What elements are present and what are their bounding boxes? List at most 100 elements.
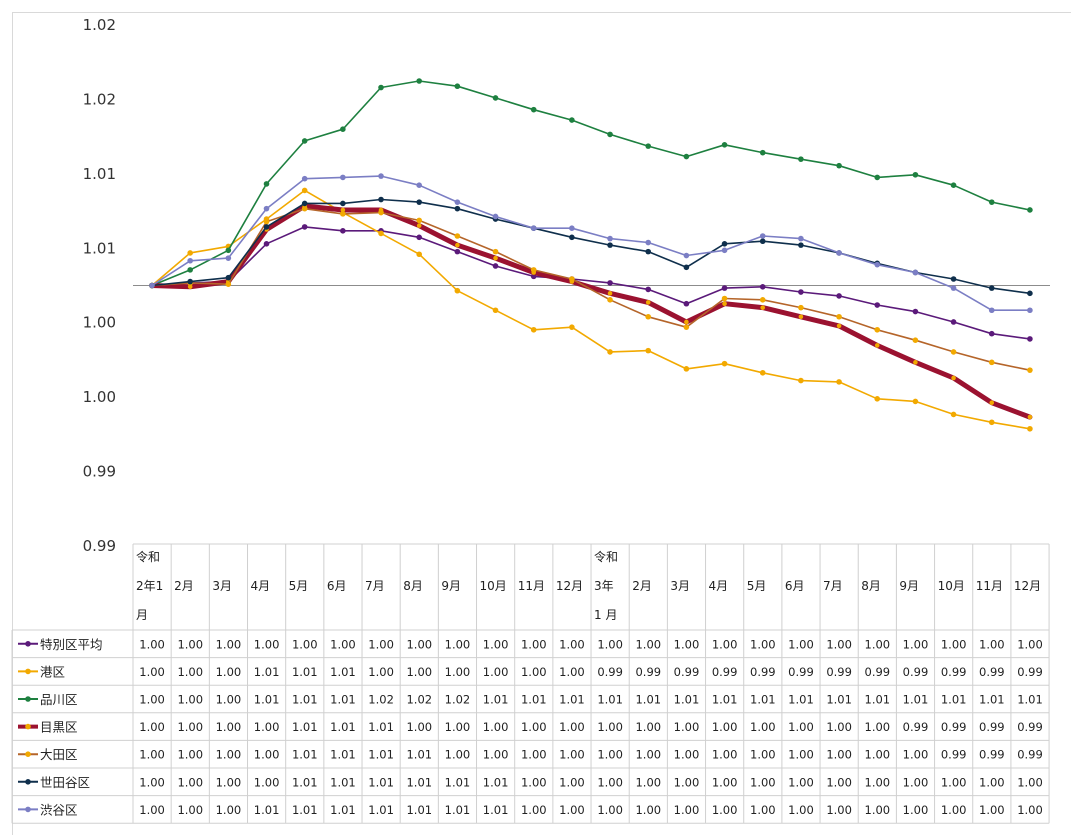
data-point (798, 156, 804, 162)
table-cell: 1.00 (788, 775, 814, 789)
y-tick-label: 0.99 (83, 537, 116, 555)
data-point (416, 199, 422, 205)
table-cell: 1.01 (483, 775, 509, 789)
legend-label: 港区 (40, 664, 65, 679)
data-point (988, 419, 995, 426)
table-cell: 1.00 (368, 637, 394, 651)
data-point (989, 400, 995, 406)
table-cell: 1.00 (483, 748, 509, 762)
table-cell: 1.00 (788, 720, 814, 734)
data-point (1027, 414, 1033, 420)
table-cell: 1.00 (674, 803, 700, 817)
data-point (721, 285, 728, 291)
table-cell: 1.00 (216, 693, 242, 707)
y-tick-label: 1.00 (83, 388, 116, 406)
table-cell: 1.00 (750, 775, 776, 789)
legend-label: 特別区平均 (40, 637, 103, 652)
data-point (1027, 307, 1033, 314)
data-point (988, 199, 995, 205)
data-point (1027, 425, 1033, 432)
data-point (798, 289, 804, 295)
table-cell: 1.00 (177, 748, 203, 762)
table-cell: 1.01 (635, 693, 661, 707)
table-cell: 0.99 (979, 665, 1005, 679)
data-point (225, 255, 232, 261)
table-cell: 1.00 (445, 720, 471, 734)
table-cell: 1.01 (559, 693, 585, 707)
table-cell: 1.01 (330, 748, 356, 762)
data-point (836, 379, 842, 385)
data-point (607, 235, 613, 242)
table-cell: 1.01 (941, 693, 967, 707)
data-point (1027, 207, 1033, 213)
table-cell: 1.01 (826, 693, 852, 707)
table-cell: 1.00 (406, 720, 432, 734)
data-point (416, 78, 422, 84)
y-tick-label: 1.00 (83, 314, 116, 332)
table-cell: 1.00 (521, 775, 547, 789)
table-cell: 1.01 (292, 748, 318, 762)
data-point (569, 276, 575, 282)
table-cell: 1.00 (177, 720, 203, 734)
data-point (454, 199, 461, 205)
table-cell: 0.99 (865, 665, 891, 679)
data-point (225, 281, 232, 287)
table-header-label: 11月 (518, 579, 545, 593)
data-point (1027, 336, 1033, 342)
y-tick-label: 1.02 (83, 90, 116, 108)
data-point (684, 319, 689, 325)
data-point (492, 95, 499, 101)
table-header-label: 2月 (632, 579, 652, 593)
legend-entry: 世田谷区 (18, 775, 90, 790)
data-point (187, 250, 193, 256)
data-point (759, 233, 766, 239)
data-point (912, 398, 919, 405)
table-cell: 1.00 (445, 665, 471, 679)
table-cell: 1.00 (635, 803, 661, 817)
table-cell: 1.02 (368, 693, 394, 707)
table-cell: 1.00 (597, 720, 623, 734)
table-cell: 1.00 (903, 775, 929, 789)
data-point (263, 205, 270, 212)
data-point (645, 347, 652, 354)
data-point (874, 261, 881, 268)
table-cell: 1.01 (254, 665, 280, 679)
table-cell: 1.00 (139, 748, 165, 762)
data-point (416, 234, 422, 241)
chart-frame (12, 12, 1071, 835)
table-header-label: 12月 (556, 579, 583, 593)
legend-entry: 品川区 (18, 692, 78, 707)
table-cell: 1.00 (559, 803, 585, 817)
data-point (607, 131, 613, 138)
data-point (759, 238, 766, 245)
plot-area (149, 78, 1033, 432)
data-point (912, 308, 919, 315)
legend-entry: 渋谷区 (18, 802, 78, 817)
table-cell: 1.00 (559, 775, 585, 789)
table-cell: 0.99 (979, 720, 1005, 734)
series-line (151, 207, 1031, 372)
table-cell: 1.00 (865, 720, 891, 734)
table-cell: 1.00 (826, 775, 852, 789)
data-point (645, 143, 652, 149)
series-2 (149, 78, 1033, 289)
data-point (759, 297, 766, 303)
table-cell: 1.00 (979, 637, 1005, 651)
y-tick-label: 0.99 (83, 463, 116, 481)
table-cell: 1.01 (292, 665, 318, 679)
table-cell: 0.99 (941, 720, 967, 734)
data-point (607, 349, 613, 355)
table-cell: 0.99 (1017, 748, 1043, 762)
table-cell: 1.00 (216, 775, 242, 789)
table-cell: 1.01 (292, 803, 318, 817)
table-cell: 1.00 (177, 693, 203, 707)
table-cell: 1.00 (941, 775, 967, 789)
data-point (988, 307, 995, 314)
table-header-label: 7月 (823, 579, 843, 593)
table-cell: 1.01 (292, 693, 318, 707)
table-cell: 1.01 (330, 720, 356, 734)
legend-entry: 目黒区 (18, 720, 78, 735)
table-cell: 1.00 (903, 637, 929, 651)
table-cell: 1.01 (254, 693, 280, 707)
